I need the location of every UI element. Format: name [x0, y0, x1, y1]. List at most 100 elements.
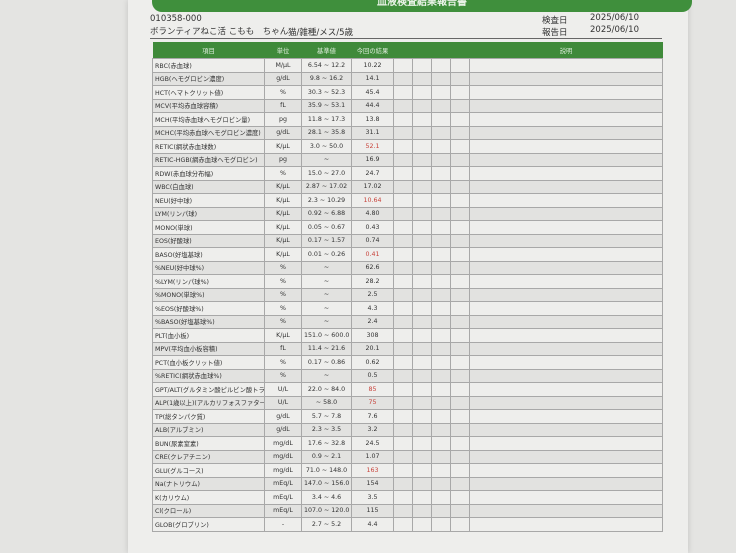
item-name: ALP(1歳以上)(アルカリフォスファターゼ) — [152, 395, 265, 410]
unit: K/μL — [264, 193, 302, 208]
result: 7.6 — [351, 409, 394, 424]
item-name: GPT/ALT(グルタミン酸ピルビン酸トランスアミナーゼ) — [152, 382, 265, 397]
empty-cell — [431, 476, 451, 491]
table-row: RDW(赤血球分布幅)% 15.0 ~ 27.0 24.7 — [152, 166, 663, 181]
results-table: 項目 単位 基準値 今回の結果 説明 RBC(赤血球) M/μL 6.54 ~ 12… — [152, 42, 663, 532]
empty-cell — [431, 71, 451, 86]
empty-cell — [450, 476, 470, 491]
reference-range: ~ 58.0 — [301, 395, 352, 410]
empty-cell — [412, 85, 432, 100]
empty-cell — [412, 58, 432, 73]
empty-cell — [412, 368, 432, 383]
unit: K/μL — [264, 220, 302, 235]
note-cell — [469, 301, 663, 316]
note-cell — [469, 125, 663, 140]
unit: U/L — [264, 382, 302, 397]
item-name: MONO(単球) — [152, 220, 265, 235]
result: 85 — [351, 382, 394, 397]
result: 17.02 — [351, 179, 394, 194]
table-row: MCV(平均赤血球容積) fL 35.9 ~ 53.1 44.4 — [152, 98, 663, 113]
note-cell — [469, 166, 663, 181]
empty-cell — [450, 274, 470, 289]
unit: % — [264, 355, 302, 370]
empty-cell — [450, 368, 470, 383]
item-name: RETIC(網状赤血球数) — [152, 139, 265, 154]
empty-cell — [431, 368, 451, 383]
reference-range: ~ — [301, 260, 352, 275]
reference-range: 9.8 ~ 16.2 — [301, 71, 352, 86]
unit: K/μL — [264, 328, 302, 343]
empty-cell — [450, 355, 470, 370]
reference-range: ~ — [301, 301, 352, 316]
note-cell — [469, 449, 663, 464]
table-row: GPT/ALT(グルタミン酸ピルビン酸トランスアミナーゼ)U/L22.0 ~ 8… — [152, 382, 663, 397]
empty-cell — [431, 260, 451, 275]
empty-cell — [450, 260, 470, 275]
reference-range: 0.01 ~ 0.26 — [301, 247, 352, 262]
empty-cell — [412, 422, 432, 437]
empty-cell — [393, 436, 413, 451]
empty-cell — [412, 463, 432, 478]
empty-cell — [393, 220, 413, 235]
empty-cell — [393, 85, 413, 100]
empty-cell — [431, 490, 451, 505]
empty-cell — [393, 368, 413, 383]
result: 20.1 — [351, 341, 394, 356]
empty-cell — [393, 112, 413, 127]
empty-cell — [393, 314, 413, 329]
reference-range: 2.87 ~ 17.02 — [301, 179, 352, 194]
empty-cell — [412, 206, 432, 221]
table-row: MCHC(平均赤血球ヘモグロビン濃度) g/dL 28.1 ~ 35.8 31.1 — [152, 125, 663, 140]
note-cell — [469, 314, 663, 329]
reference-range: 30.3 ~ 52.3 — [301, 85, 352, 100]
table-row: MPV(平均血小板容積) fL 11.4 ~ 21.6 20.1 — [152, 341, 663, 356]
result: 13.8 — [351, 112, 394, 127]
empty-cell — [412, 409, 432, 424]
empty-cell — [393, 152, 413, 167]
unit: % — [264, 85, 302, 100]
result: 2.5 — [351, 287, 394, 302]
empty-cell — [431, 314, 451, 329]
item-name: %NEU(好中球%) — [152, 260, 265, 275]
note-cell — [469, 287, 663, 302]
unit: mg/dL — [264, 449, 302, 464]
empty-cell — [412, 112, 432, 127]
table-header: 項目 単位 基準値 今回の結果 説明 — [152, 42, 663, 59]
result: 0.43 — [351, 220, 394, 235]
empty-cell — [412, 152, 432, 167]
empty-cell — [450, 517, 470, 532]
note-cell — [469, 260, 663, 275]
item-name: NEU(好中球) — [152, 193, 265, 208]
result: 4.3 — [351, 301, 394, 316]
unit: % — [264, 260, 302, 275]
result: 52.1 — [351, 139, 394, 154]
note-cell — [469, 422, 663, 437]
result: 10.64 — [351, 193, 394, 208]
reference-range: ~ — [301, 368, 352, 383]
note-cell — [469, 503, 663, 518]
empty-cell — [412, 287, 432, 302]
table-row: WBC(白血球) K/μL 2.87 ~ 17.02 17.02 — [152, 179, 663, 194]
empty-cell — [450, 220, 470, 235]
note-cell — [469, 436, 663, 451]
unit: K/μL — [264, 206, 302, 221]
empty-cell — [393, 58, 413, 73]
table-row: RETIC(網状赤血球数) K/μL 3.0 ~ 50.0 52.1 — [152, 139, 663, 154]
result: 10.22 — [351, 58, 394, 73]
empty-cell — [450, 409, 470, 424]
unit: % — [264, 301, 302, 316]
empty-cell — [431, 517, 451, 532]
table-row: %LYM(リンパ球%)% ~28.2 — [152, 274, 663, 289]
unit: K/μL — [264, 179, 302, 194]
unit: - — [264, 517, 302, 532]
empty-cell — [431, 58, 451, 73]
table-row: NEU(好中球) K/μL 2.3 ~ 10.29 10.64 — [152, 193, 663, 208]
unit: K/μL — [264, 233, 302, 248]
empty-cell — [431, 274, 451, 289]
empty-cell — [412, 179, 432, 194]
note-cell — [469, 274, 663, 289]
empty-cell — [431, 125, 451, 140]
empty-cell — [412, 125, 432, 140]
empty-cell — [450, 382, 470, 397]
result: 45.4 — [351, 85, 394, 100]
